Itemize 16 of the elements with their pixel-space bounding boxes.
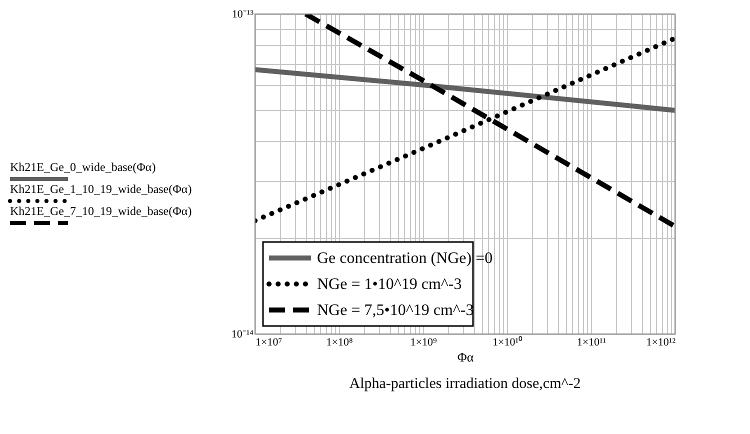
text: Alpha-particles irradiation dose,cm^-2 — [349, 376, 581, 392]
x-tick-label: 1×10¹² — [646, 336, 676, 348]
legend-label: Ge concentration (NGe) =0 — [317, 250, 493, 267]
y-tick-label: 10⁻¹⁴ — [231, 328, 254, 340]
x-tick-label: 1×10⁸ — [326, 336, 353, 348]
x-tick-label: 1×10¹¹ — [576, 336, 606, 348]
text: Kh21E_Ge_7_10_19_wide_base(Φα) — [10, 204, 192, 218]
legend-label: NGe = 7,5•10^19 cm^-3 — [317, 302, 474, 319]
x-axis-title: Φα — [457, 350, 474, 364]
text: Kh21E_Ge_0_wide_base(Φα) — [10, 160, 156, 174]
x-tick-label: 1×10¹⁰ — [492, 336, 523, 348]
text: Kh21E_Ge_1_10_19_wide_base(Φα) — [10, 182, 192, 196]
legend-label: NGe = 1•10^19 cm^-3 — [317, 276, 462, 293]
y-tick-label: 10⁻¹³ — [232, 8, 254, 20]
x-tick-label: 1×10⁷ — [256, 336, 282, 348]
x-tick-label: 1×10⁹ — [410, 336, 437, 348]
